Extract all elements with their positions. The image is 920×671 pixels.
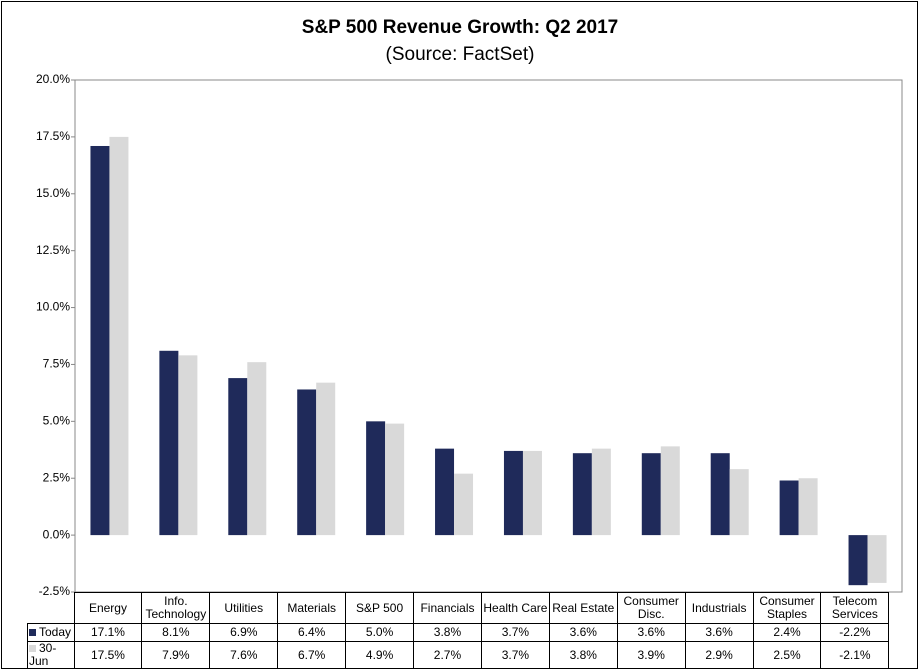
legend-label: Today bbox=[39, 625, 72, 639]
table-corner bbox=[28, 593, 75, 624]
bar bbox=[848, 535, 868, 586]
legend-entry: 30-Jun bbox=[27, 641, 75, 669]
value-label: 2.5% bbox=[752, 641, 822, 669]
value-label: 3.8% bbox=[413, 623, 482, 642]
y-tick-label: -2.5% bbox=[39, 584, 71, 598]
value-label: 3.6% bbox=[616, 623, 686, 642]
value-label: 2.7% bbox=[413, 641, 482, 669]
legend-swatch bbox=[29, 645, 36, 653]
value-label: 17.1% bbox=[73, 623, 143, 642]
value-label: 3.6% bbox=[684, 623, 754, 642]
value-label: -2.2% bbox=[820, 623, 890, 642]
y-tick-label: 2.5% bbox=[43, 470, 71, 484]
bar bbox=[710, 453, 730, 536]
y-tick-label: 12.5% bbox=[36, 243, 70, 257]
category-label: Info. Technology bbox=[141, 592, 211, 624]
bar bbox=[779, 480, 799, 536]
category-label: Utilities bbox=[209, 592, 279, 624]
bar bbox=[159, 350, 179, 536]
data-table: Energy Info. Technology Utilities Materials… bbox=[27, 592, 890, 669]
chart-title: S&P 500 Revenue Growth: Q2 2017 bbox=[302, 17, 618, 38]
value-label: 6.9% bbox=[209, 623, 279, 642]
value-label: 2.9% bbox=[684, 641, 754, 669]
category-label: S&P 500 bbox=[345, 592, 415, 624]
bar bbox=[454, 473, 474, 536]
legend-swatch bbox=[29, 629, 36, 637]
value-label: -2.1% bbox=[820, 641, 890, 669]
category-label: Financials bbox=[413, 592, 482, 624]
bar bbox=[522, 450, 542, 536]
bar bbox=[729, 469, 749, 536]
bar bbox=[228, 378, 248, 536]
category-label: Materials bbox=[277, 592, 347, 624]
value-label: 5.0% bbox=[345, 623, 415, 642]
value-label: 2.4% bbox=[752, 623, 822, 642]
value-label: 3.8% bbox=[548, 641, 618, 669]
legend-label: 30-Jun bbox=[29, 641, 57, 668]
bar bbox=[591, 448, 611, 536]
bar bbox=[316, 382, 336, 536]
plot-border bbox=[74, 79, 903, 593]
y-tick-label: 5.0% bbox=[43, 414, 71, 428]
value-label: 7.9% bbox=[141, 641, 211, 669]
bar bbox=[297, 389, 317, 536]
chart-subtitle: (Source: FactSet) bbox=[386, 44, 535, 65]
value-label: 3.7% bbox=[480, 623, 550, 642]
value-label: 6.7% bbox=[277, 641, 347, 669]
bar bbox=[435, 448, 455, 536]
y-tick-label: 17.5% bbox=[36, 129, 70, 143]
y-tick-label: 10.0% bbox=[36, 300, 70, 314]
bar bbox=[385, 423, 405, 536]
category-label: Real Estate bbox=[548, 592, 618, 624]
bar bbox=[572, 453, 592, 536]
bar bbox=[90, 145, 110, 536]
value-label: 3.9% bbox=[616, 641, 686, 669]
y-tick-label: 0.0% bbox=[43, 527, 71, 541]
category-label: Energy bbox=[73, 592, 143, 624]
bar bbox=[366, 421, 386, 536]
bar bbox=[798, 478, 818, 536]
value-label: 6.4% bbox=[277, 623, 347, 642]
y-tick-label: 7.5% bbox=[43, 357, 71, 371]
value-label: 8.1% bbox=[141, 623, 211, 642]
legend-entry: Today bbox=[27, 623, 75, 642]
bar bbox=[660, 446, 680, 536]
bar bbox=[178, 355, 198, 536]
bar bbox=[641, 453, 661, 536]
value-label: 7.6% bbox=[209, 641, 279, 669]
y-tick-label: 20.0% bbox=[36, 72, 70, 86]
bar bbox=[109, 136, 129, 536]
bar bbox=[247, 362, 267, 536]
value-label: 4.9% bbox=[345, 641, 415, 669]
category-label: Consumer Staples bbox=[752, 592, 822, 624]
category-label: Industrials bbox=[684, 592, 754, 624]
bar bbox=[867, 535, 887, 583]
y-tick-label: 15.0% bbox=[36, 186, 70, 200]
value-label: 3.6% bbox=[548, 623, 618, 642]
category-label: Health Care bbox=[480, 592, 550, 624]
value-label: 3.7% bbox=[480, 641, 550, 669]
category-label: Consumer Disc. bbox=[616, 592, 686, 624]
value-label: 17.5% bbox=[73, 641, 143, 669]
bar bbox=[503, 450, 523, 536]
category-label: Telecom Services bbox=[820, 592, 890, 624]
